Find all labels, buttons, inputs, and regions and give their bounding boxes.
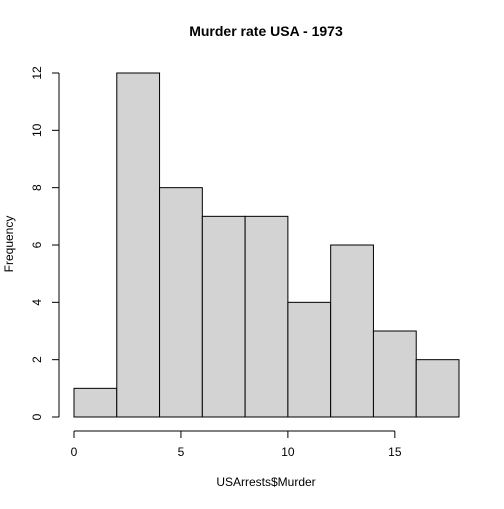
- histogram-bar: [116, 72, 161, 418]
- x-axis: 0 5 10 15: [71, 430, 402, 459]
- y-axis-label: Frequency: [2, 216, 16, 273]
- x-tick-label: 0: [71, 445, 78, 459]
- histogram-bar: [201, 215, 246, 418]
- y-axis: 0 2 4 6 8 10 12: [30, 66, 60, 420]
- x-tick-label: 10: [281, 445, 295, 459]
- y-tick-label: 2: [30, 356, 44, 363]
- histogram-bar: [287, 301, 332, 418]
- histogram-bar: [244, 215, 289, 418]
- y-tick-label: 4: [30, 299, 44, 306]
- histogram-bar: [415, 359, 460, 418]
- y-tick-label: 10: [30, 123, 44, 137]
- chart-title: Murder rate USA - 1973: [189, 23, 343, 39]
- histogram-bar: [159, 187, 203, 418]
- histogram-bars: [73, 72, 460, 418]
- histogram-bar: [330, 244, 374, 418]
- histogram-bar: [73, 387, 118, 418]
- y-tick-label: 0: [30, 413, 44, 420]
- x-tick-label: 15: [388, 445, 402, 459]
- y-tick-label: 12: [30, 66, 44, 80]
- y-tick-label: 8: [30, 184, 44, 191]
- x-tick-label: 5: [178, 445, 185, 459]
- x-axis-label: USArrests$Murder: [216, 475, 315, 489]
- histogram-bar: [372, 330, 417, 418]
- y-tick-label: 6: [30, 241, 44, 248]
